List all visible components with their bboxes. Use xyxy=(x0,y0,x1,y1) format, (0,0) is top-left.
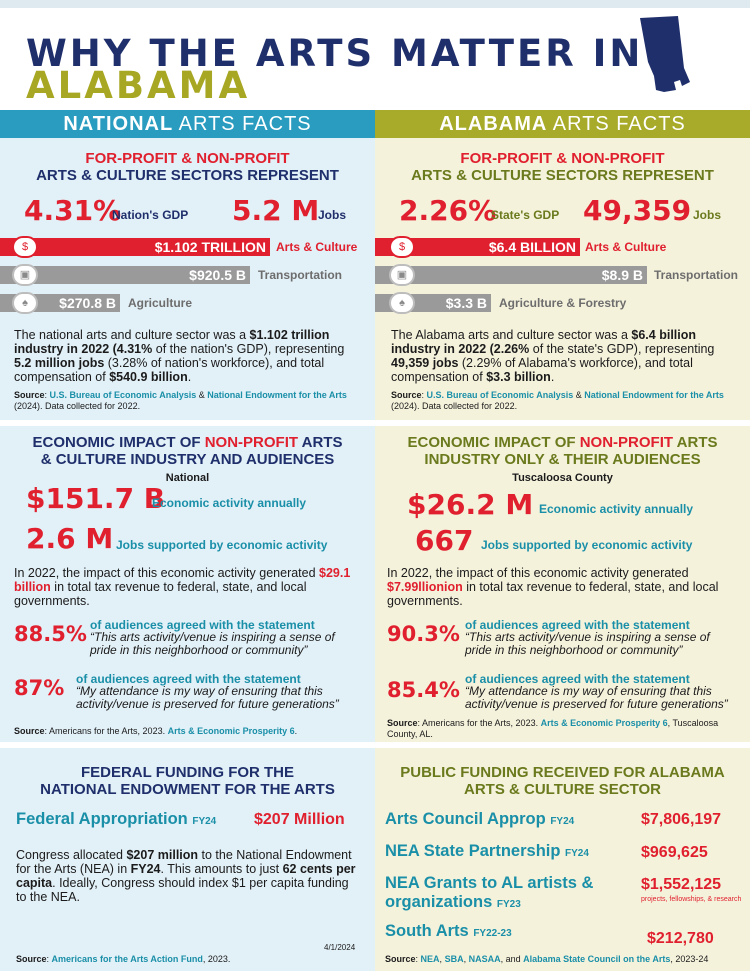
national-sec1-paragraph: The national arts and culture sector was… xyxy=(14,328,345,384)
nasaa-link[interactable]: NASAA xyxy=(468,954,501,964)
alabama-pct2: 85.4% xyxy=(387,678,460,702)
sba-link[interactable]: SBA xyxy=(444,954,464,964)
leaf-icon: ♠ xyxy=(389,292,415,314)
aep6-link[interactable]: Arts & Economic Prosperity 6 xyxy=(167,726,295,736)
bus-icon: ▣ xyxy=(12,264,38,286)
national-jobs-value: 5.2 M xyxy=(232,194,320,227)
fund-nea-grants-note: projects, fellowships, & research xyxy=(641,896,742,903)
ascota-link[interactable]: Alabama State Council on the Arts xyxy=(523,954,671,964)
alabama-sec2-sub: Tuscaloosa County xyxy=(512,472,613,484)
alabama-bar-transport-label: Transportation xyxy=(654,268,739,282)
national-jobs-label: Jobs xyxy=(318,208,347,222)
afta-action-fund-link[interactable]: Americans for the Arts Action Fund xyxy=(51,954,203,964)
federal-appropriation-label: Federal Appropriation FY24 xyxy=(16,810,217,828)
alabama-pct1-quote: “This arts activity/venue is inspiring a… xyxy=(465,630,710,657)
aep6-link[interactable]: Arts & Economic Prosperity 6 xyxy=(540,718,668,728)
national-pct2: 87% xyxy=(14,676,65,700)
bea-link[interactable]: U.S. Bureau of Economic Analysis xyxy=(426,390,574,400)
publish-date: 4/1/2024 xyxy=(324,943,356,952)
alabama-map-icon xyxy=(640,16,690,92)
page-title-line1: WHY THE ARTS MATTER IN xyxy=(26,32,644,75)
fund-nea-partnership-value: $969,625 xyxy=(641,844,708,861)
national-pct1: 88.5% xyxy=(14,622,87,646)
alabama-gdp-label: State's GDP xyxy=(491,208,560,222)
national-bar-arts: $1.102 TRILLION xyxy=(0,238,270,256)
national-sec2-sub: National xyxy=(165,472,210,484)
alabama-bar-arts: $6.4 BILLION xyxy=(375,238,580,256)
national-sec2-paragraph: In 2022, the impact of this economic act… xyxy=(14,566,351,608)
national-bar-transport-label: Transportation xyxy=(258,268,343,282)
federal-appropriation-value: $207 Million xyxy=(254,811,345,828)
fund-arts-council-value: $7,806,197 xyxy=(641,811,722,828)
national-pct1-quote: “This arts activity/venue is inspiring a… xyxy=(90,630,335,657)
national-bar-transport: $920.5 B xyxy=(0,266,250,284)
national-sec2-title: ECONOMIC IMPACT OF NON-PROFIT ARTS & CUL… xyxy=(32,434,343,468)
nea-link[interactable]: National Endowment for the Arts xyxy=(584,390,724,400)
alabama-econ-value: $26.2 M xyxy=(407,488,534,521)
leaf-icon: ♠ xyxy=(12,292,38,314)
alabama-jobs2-value: 667 xyxy=(415,524,474,557)
alabama-sec2-title: ECONOMIC IMPACT OF NON-PROFIT ARTS INDUS… xyxy=(407,434,718,468)
alabama-sec1-title: FOR-PROFIT & NON-PROFIT ARTS & CULTURE S… xyxy=(411,150,714,184)
fund-arts-council-label: Arts Council Approp FY24 xyxy=(385,810,575,828)
alabama-impact-panel: ECONOMIC IMPACT OF NON-PROFIT ARTS INDUS… xyxy=(375,426,750,742)
alabama-bar-arts-label: Arts & Culture xyxy=(585,240,667,254)
money-icon: $ xyxy=(389,236,415,258)
alabama-pct1-head: of audiences agreed with the statement xyxy=(465,618,690,632)
national-sec1-title: FOR-PROFIT & NON-PROFIT ARTS & CULTURE S… xyxy=(36,150,339,184)
national-sec3-title: FEDERAL FUNDING FOR THE NATIONAL ENDOWME… xyxy=(40,764,335,798)
alabama-jobs-value: 49,359 xyxy=(583,194,692,227)
alabama-sec2-source: Source: Americans for the Arts, 2023. Ar… xyxy=(387,718,719,739)
national-sec2-source: Source: Americans for the Arts, 2023. Ar… xyxy=(14,726,298,736)
national-gdp-value: 4.31% xyxy=(24,194,122,227)
fund-nea-grants-value: $1,552,125 xyxy=(641,876,722,893)
fund-nea-grants-label: NEA Grants to AL artists & organizations… xyxy=(385,874,594,911)
alabama-jobs2-label: Jobs supported by economic activity xyxy=(481,538,693,552)
alabama-pct2-head: of audiences agreed with the statement xyxy=(465,672,690,686)
fund-nea-partnership-label: NEA State Partnership FY24 xyxy=(385,842,589,860)
page-header: WHY THE ARTS MATTER IN ALABAMA xyxy=(0,8,750,110)
nea-link[interactable]: National Endowment for the Arts xyxy=(207,390,347,400)
national-gdp-label: Nation's GDP xyxy=(112,208,189,222)
national-bar-arts-label: Arts & Culture xyxy=(276,240,358,254)
national-sec3-paragraph: Congress allocated $207 million to the N… xyxy=(16,848,356,904)
alabama-band: ALABAMA ARTS FACTS xyxy=(375,110,750,138)
alabama-jobs-label: Jobs xyxy=(693,208,722,222)
nea-link[interactable]: NEA xyxy=(420,954,440,964)
national-sec1-source: Source: U.S. Bureau of Economic Analysis… xyxy=(14,390,347,411)
alabama-sec1-source: Source: U.S. Bureau of Economic Analysis… xyxy=(391,390,724,411)
alabama-sec3-title: PUBLIC FUNDING RECEIVED FOR ALABAMA ARTS… xyxy=(400,764,725,798)
alabama-bar-transport: $8.9 B xyxy=(375,266,647,284)
national-band: NATIONAL ARTS FACTS xyxy=(0,110,375,138)
national-funding-panel: FEDERAL FUNDING FOR THE NATIONAL ENDOWME… xyxy=(0,748,375,971)
alabama-bar-agri-label: Agriculture & Forestry xyxy=(499,296,627,310)
alabama-sec1-paragraph: The Alabama arts and culture sector was … xyxy=(391,328,715,384)
bea-link[interactable]: U.S. Bureau of Economic Analysis xyxy=(49,390,197,400)
national-econ-label: Economic activity annually xyxy=(152,496,307,510)
top-strip xyxy=(0,0,750,8)
national-sectors-panel: FOR-PROFIT & NON-PROFIT ARTS & CULTURE S… xyxy=(0,138,375,420)
bus-icon: ▣ xyxy=(389,264,415,286)
alabama-funding-panel: PUBLIC FUNDING RECEIVED FOR ALABAMA ARTS… xyxy=(375,748,750,971)
alabama-pct1: 90.3% xyxy=(387,622,460,646)
national-pct2-quote: “My attendance is my way of ensuring tha… xyxy=(76,684,339,711)
fund-south-arts-label: South Arts FY22-23 xyxy=(385,922,512,940)
national-impact-panel: ECONOMIC IMPACT OF NON-PROFIT ARTS & CUL… xyxy=(0,426,375,742)
national-jobs2-label: Jobs supported by economic activity xyxy=(116,538,328,552)
alabama-sec3-source: Source: NEA, SBA, NASAA, and Alabama Sta… xyxy=(385,954,709,964)
alabama-sectors-panel: FOR-PROFIT & NON-PROFIT ARTS & CULTURE S… xyxy=(375,138,750,420)
national-econ-value: $151.7 B xyxy=(26,482,166,515)
fund-south-arts-value: $212,780 xyxy=(647,930,714,947)
national-pct1-head: of audiences agreed with the statement xyxy=(90,618,315,632)
money-icon: $ xyxy=(12,236,38,258)
alabama-gdp-value: 2.26% xyxy=(399,194,497,227)
alabama-econ-label: Economic activity annually xyxy=(539,502,694,516)
national-jobs2-value: 2.6 M xyxy=(26,522,114,555)
national-sec3-source: Source: Americans for the Arts Action Fu… xyxy=(16,954,231,964)
national-pct2-head: of audiences agreed with the statement xyxy=(76,672,301,686)
national-bar-agri-label: Agriculture xyxy=(128,296,193,310)
alabama-pct2-quote: “My attendance is my way of ensuring tha… xyxy=(465,684,728,711)
alabama-sec2-paragraph: In 2022, the impact of this economic act… xyxy=(387,566,719,608)
page-title-line2: ALABAMA xyxy=(26,64,251,107)
